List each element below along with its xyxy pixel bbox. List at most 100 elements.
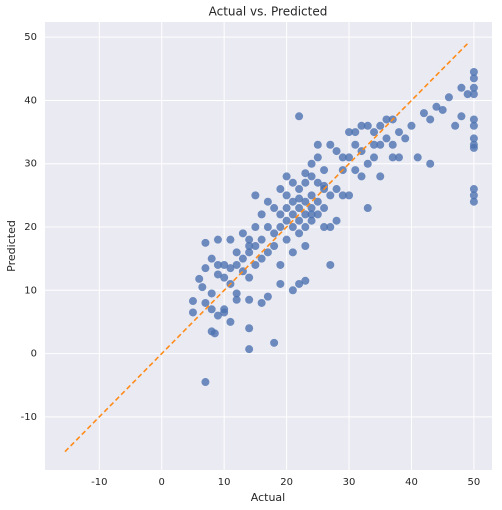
x-axis-label: Actual [251,491,285,504]
point [469,67,478,76]
point [245,242,254,250]
point [301,169,310,178]
point [413,153,422,162]
point [207,305,216,314]
point [469,185,478,194]
point [363,121,372,130]
point [426,159,435,168]
x-tick-label: 50 [468,477,481,488]
point [245,324,254,333]
point [469,115,478,124]
point [444,93,453,102]
point [332,216,341,225]
point [370,153,379,162]
point [232,295,241,304]
y-tick-label: 20 [24,222,37,233]
point [295,185,304,194]
point [301,242,310,250]
x-tick-label: -10 [91,477,107,488]
point [345,128,354,137]
point [432,102,441,111]
point [345,191,354,200]
point [313,210,322,219]
point [357,172,366,181]
point [257,235,266,244]
point [313,140,322,149]
point [270,229,279,238]
point [288,248,297,257]
point [188,297,197,306]
point [295,112,304,121]
point [307,172,316,181]
point [263,292,272,301]
point [307,216,316,225]
chart-title: Actual vs. Predicted [209,5,328,19]
point [213,235,222,244]
point [469,83,478,92]
point [220,308,229,317]
point [245,295,254,304]
point [394,153,403,162]
point [326,223,335,232]
x-tick-label: 20 [280,477,293,488]
point [313,197,322,206]
point [388,153,397,162]
point [232,260,241,269]
point [320,223,329,232]
x-tick-label: 10 [218,477,231,488]
point [401,134,410,143]
point [376,172,385,181]
point [313,153,322,162]
point [301,210,310,219]
y-tick-label: 10 [24,285,37,296]
point [469,191,478,200]
point [245,273,254,282]
point [188,308,197,317]
point [245,345,254,354]
point [288,178,297,187]
point [276,279,285,288]
point [451,121,460,130]
point [326,140,335,149]
point [326,191,335,200]
point [301,223,310,232]
y-tick-label: 0 [31,349,37,360]
x-tick-label: 0 [159,477,165,488]
y-tick-label: 30 [24,159,37,170]
point [469,197,478,206]
point [201,298,210,307]
point [263,197,272,206]
y-tick-label: 40 [24,95,37,106]
y-tick-label: 50 [24,32,37,43]
point [307,191,316,200]
point [376,140,385,149]
point [288,210,297,219]
point [313,178,322,187]
point [469,74,478,83]
point [320,166,329,175]
point [198,283,207,292]
x-tick-label: 40 [405,477,418,488]
point [288,286,297,295]
point [370,128,379,137]
point [326,260,335,269]
point [295,194,304,203]
point [457,112,466,121]
point [207,289,216,298]
point [238,254,247,263]
point [301,276,310,285]
point [307,210,316,219]
point [295,229,304,238]
point [332,147,341,156]
point [338,153,347,162]
point [469,134,478,143]
point [351,128,360,137]
point [463,90,472,99]
point [226,317,235,326]
point [263,223,272,232]
point [226,235,235,244]
point [213,311,222,320]
point [251,191,260,200]
point [357,121,366,130]
